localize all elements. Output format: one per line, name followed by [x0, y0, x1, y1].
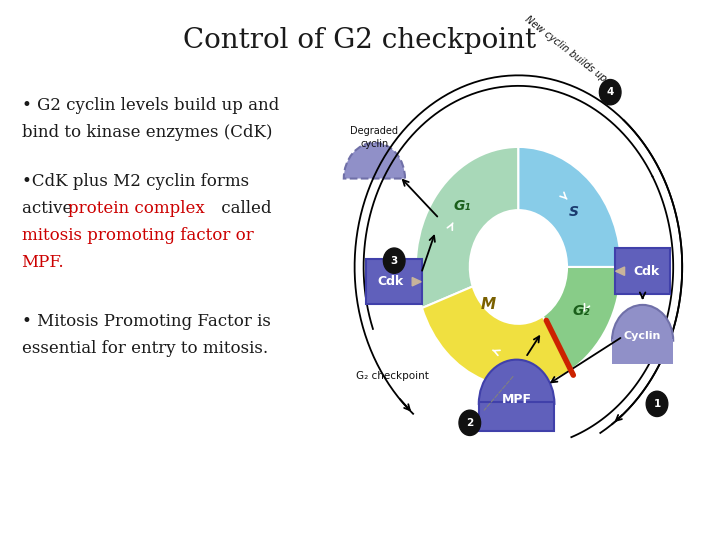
Text: mitosis promoting factor or: mitosis promoting factor or: [22, 227, 253, 244]
Text: protein complex: protein complex: [68, 200, 205, 217]
Wedge shape: [344, 143, 405, 179]
Text: • G2 cyclin levels build up and: • G2 cyclin levels build up and: [22, 97, 279, 114]
Wedge shape: [612, 305, 673, 341]
Circle shape: [647, 391, 668, 416]
Text: active: active: [22, 200, 77, 217]
Wedge shape: [543, 267, 621, 371]
Text: 1: 1: [653, 399, 661, 409]
Text: •CdK plus M2 cyclin forms: •CdK plus M2 cyclin forms: [22, 173, 248, 190]
Circle shape: [600, 79, 621, 105]
Bar: [612, 339, 673, 364]
FancyBboxPatch shape: [615, 248, 670, 294]
FancyBboxPatch shape: [366, 259, 422, 305]
Text: Cyclin: Cyclin: [624, 332, 661, 341]
Text: called: called: [216, 200, 271, 217]
Text: S: S: [570, 205, 579, 219]
Text: G₁: G₁: [454, 199, 472, 213]
Text: 2: 2: [466, 418, 474, 428]
Text: MPF: MPF: [502, 393, 531, 406]
Text: Control of G2 checkpoint: Control of G2 checkpoint: [184, 27, 536, 54]
Text: New cyclin builds up: New cyclin builds up: [523, 14, 608, 84]
Text: cyclin: cyclin: [360, 139, 389, 149]
Text: Cdk: Cdk: [633, 265, 660, 278]
Text: 4: 4: [606, 87, 614, 97]
Text: MPF.: MPF.: [22, 254, 64, 271]
Text: • Mitosis Promoting Factor is: • Mitosis Promoting Factor is: [22, 313, 271, 330]
Text: G₂ checkpoint: G₂ checkpoint: [356, 370, 429, 381]
Text: Cdk: Cdk: [377, 275, 404, 288]
Polygon shape: [616, 267, 624, 275]
Wedge shape: [479, 360, 554, 404]
Text: bind to kinase enzymes (CdK): bind to kinase enzymes (CdK): [22, 124, 272, 141]
Text: M: M: [480, 298, 495, 312]
Bar: [479, 402, 554, 431]
Circle shape: [459, 410, 481, 435]
Wedge shape: [422, 286, 570, 387]
Polygon shape: [412, 278, 421, 286]
Text: Degraded: Degraded: [351, 126, 398, 136]
Text: essential for entry to mitosis.: essential for entry to mitosis.: [22, 340, 268, 357]
Circle shape: [383, 248, 405, 273]
Text: 3: 3: [390, 255, 398, 266]
Wedge shape: [518, 147, 621, 267]
Wedge shape: [416, 147, 518, 308]
Text: G₂: G₂: [572, 304, 590, 318]
